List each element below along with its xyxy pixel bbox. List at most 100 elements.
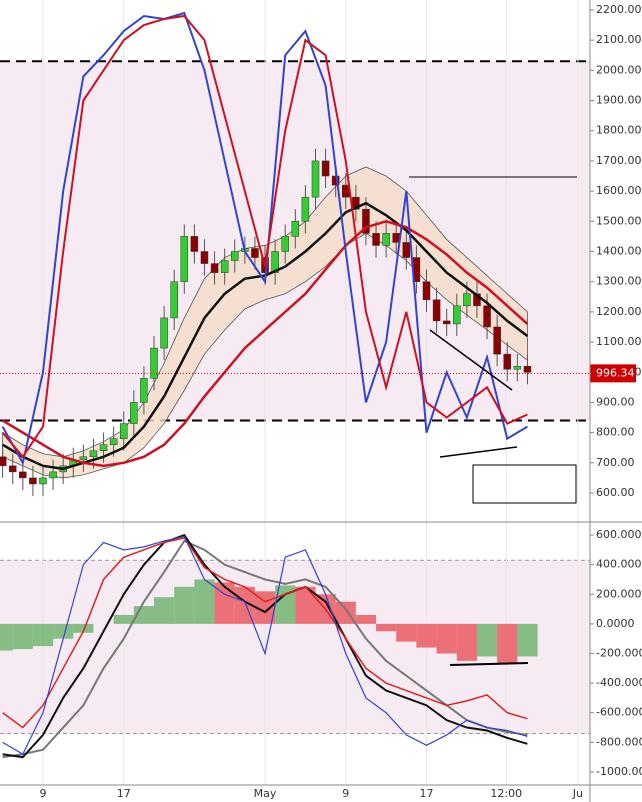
y-tick-label: -600.0000 [596,706,642,719]
y-tick-label: 2100.00 [596,33,642,46]
y-tick-label: 0.0000 [596,617,635,630]
candle-body [109,438,118,445]
histogram-bar [0,623,13,651]
y-tick-label: 1900.00 [596,94,642,107]
candle-body [89,450,98,458]
y-tick-label: 700.00 [596,456,635,469]
price-tag [590,364,636,383]
x-tick-label: 17 [420,787,434,800]
y-tick-label: 1100.00 [596,335,642,348]
histogram-bar [335,601,356,624]
histogram-bar [32,623,54,647]
y-tick-label: 1500.00 [596,214,642,227]
histogram-bar [73,623,94,633]
candle-body [150,347,158,379]
x-tick-label: May [254,787,277,800]
candle-body [19,471,27,479]
histogram-bar [113,614,134,624]
candle-body [301,196,310,222]
trend-line [439,446,518,458]
histogram-bar [456,623,477,661]
y-tick-label: 2000.00 [596,63,642,76]
candle-body [523,365,532,373]
candle-body [372,233,380,246]
candle-body [190,236,199,252]
candle-body [160,317,168,349]
candle-body [180,236,189,282]
x-tick-label: 9 [39,787,46,800]
histogram-bar [517,623,538,657]
x-tick-label: Ju [572,787,583,800]
candle-body [463,293,471,307]
line [1,219,529,468]
candle-body [281,236,289,252]
candle-body [251,248,259,258]
histogram-bar [436,623,457,654]
y-tick-label: 1700.00 [596,154,642,167]
candle-body [79,456,88,461]
y-tick-label: -200.0000 [596,647,642,660]
trend-line [429,329,513,391]
histogram-bar [355,614,377,624]
candle-body [230,251,239,261]
candle-body [140,378,148,403]
histogram-bar [416,623,437,648]
candle-body [453,305,461,325]
y-tick-label: 900.00 [596,395,635,408]
histogram-bar [376,623,397,632]
y-tick-label: -1000.0000 [596,765,642,778]
candle-body [422,281,431,301]
candle-body [442,320,451,325]
candle-body [342,184,350,198]
y-tick-label: 400.0000 [596,558,642,571]
candle-body [39,477,47,485]
candle-body [402,242,411,258]
line [2,539,528,759]
candle-body [271,251,279,273]
candle-body [382,233,390,246]
x-tick-label: 9 [342,787,349,800]
y-tick-label: 1200.00 [596,305,642,318]
y-tick-label: 1600.00 [596,184,642,197]
histogram-bar [295,586,316,624]
histogram-bar [154,597,175,624]
y-tick-label: 1300.00 [596,275,642,288]
line [2,537,528,729]
line [2,535,528,756]
y-tick-label: -400.0000 [596,676,642,689]
candle-body [513,365,522,370]
histogram-bar [476,623,498,657]
line [2,533,528,759]
candle-body [432,299,441,322]
histogram-bar [194,579,215,624]
candle-body [200,251,209,264]
candle-body [170,281,178,319]
candle-body [291,221,300,237]
annotations [409,176,577,666]
y-tick-label: -800.0000 [596,735,642,748]
line [1,11,528,466]
y-tick-label: 1800.00 [596,124,642,137]
candle-body [321,160,330,177]
x-tick-label: 12:00 [490,787,522,800]
price-label: 996.34 [596,366,635,379]
annotation-box [472,464,577,504]
y-tick-label: 800.00 [596,426,635,439]
y-tick-label: 600.00 [596,486,635,499]
candle-body [49,471,57,479]
histogram-bar [174,586,195,624]
trend-line [449,662,529,666]
candle-body [29,477,37,485]
histogram-bar [53,623,74,639]
candle-body [210,263,219,273]
candle-body [8,465,17,473]
histogram-bar [214,582,235,624]
histogram-bar [497,623,518,664]
candle-body [130,402,138,424]
line [1,14,528,459]
y-tick-label: 1400.00 [596,244,642,257]
candle-body [503,353,511,370]
candle-body [220,260,229,273]
candle-body [0,456,7,467]
